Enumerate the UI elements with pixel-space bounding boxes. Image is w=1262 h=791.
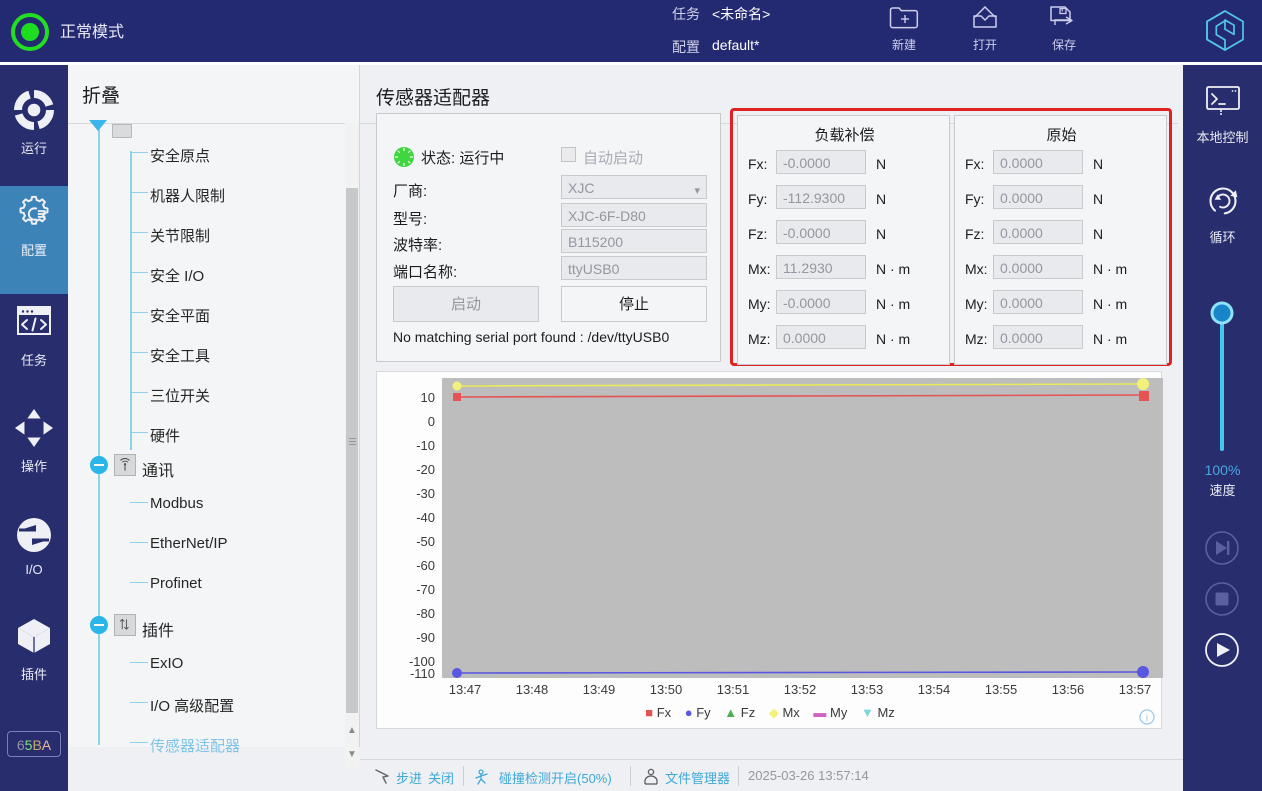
svg-text:13:55: 13:55 <box>985 682 1018 697</box>
svg-text:13:47: 13:47 <box>449 682 482 697</box>
svg-text:-80: -80 <box>416 606 435 621</box>
svg-text:-40: -40 <box>416 510 435 525</box>
svg-text:-60: -60 <box>416 558 435 573</box>
svg-text:13:53: 13:53 <box>851 682 884 697</box>
svg-text:13:49: 13:49 <box>583 682 616 697</box>
svg-text:-70: -70 <box>416 582 435 597</box>
svg-text:13:56: 13:56 <box>1052 682 1085 697</box>
svg-text:13:50: 13:50 <box>650 682 683 697</box>
svg-text:-90: -90 <box>416 630 435 645</box>
svg-text:-20: -20 <box>416 462 435 477</box>
svg-text:10: 10 <box>421 390 435 405</box>
svg-text:i: i <box>1146 713 1148 724</box>
svg-text:13:54: 13:54 <box>918 682 951 697</box>
svg-text:-50: -50 <box>416 534 435 549</box>
svg-text:13:51: 13:51 <box>717 682 750 697</box>
svg-text:-110: -110 <box>410 666 435 681</box>
svg-text:13:52: 13:52 <box>784 682 817 697</box>
svg-text:13:48: 13:48 <box>516 682 549 697</box>
svg-text:-10: -10 <box>416 438 435 453</box>
svg-text:13:57: 13:57 <box>1119 682 1152 697</box>
svg-text:-30: -30 <box>416 486 435 501</box>
svg-text:0: 0 <box>428 414 435 429</box>
